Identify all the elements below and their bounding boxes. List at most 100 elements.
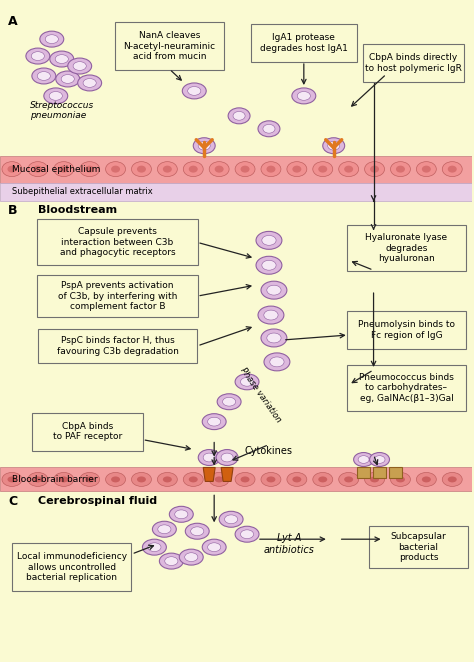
- Ellipse shape: [157, 473, 177, 487]
- Text: Mucosal epithelium: Mucosal epithelium: [12, 165, 100, 173]
- Ellipse shape: [235, 526, 259, 542]
- Text: Local immunodeficiency
allows uncontrolled
bacterial replication: Local immunodeficiency allows uncontroll…: [17, 552, 127, 582]
- Ellipse shape: [261, 162, 281, 177]
- Text: IgA1 protease
degrades host IgA1: IgA1 protease degrades host IgA1: [260, 33, 348, 53]
- Ellipse shape: [2, 473, 22, 487]
- Ellipse shape: [175, 510, 188, 518]
- FancyBboxPatch shape: [346, 311, 466, 349]
- Ellipse shape: [78, 75, 101, 91]
- Polygon shape: [221, 467, 233, 481]
- Ellipse shape: [262, 236, 276, 246]
- Ellipse shape: [28, 162, 48, 177]
- Ellipse shape: [267, 285, 281, 295]
- Ellipse shape: [106, 162, 126, 177]
- Text: PspA prevents activation
of C3b, by interfering with
complement factor B: PspA prevents activation of C3b, by inte…: [58, 281, 177, 311]
- Text: Streptococcus
pneumoniae: Streptococcus pneumoniae: [30, 101, 94, 120]
- FancyBboxPatch shape: [32, 412, 144, 451]
- Ellipse shape: [266, 166, 275, 173]
- Ellipse shape: [45, 34, 58, 44]
- Ellipse shape: [83, 79, 96, 87]
- Ellipse shape: [261, 281, 287, 299]
- Ellipse shape: [185, 523, 209, 539]
- Ellipse shape: [370, 166, 379, 173]
- Bar: [0, 183, 472, 201]
- Ellipse shape: [344, 166, 353, 173]
- Ellipse shape: [193, 138, 215, 154]
- Ellipse shape: [189, 166, 198, 173]
- Ellipse shape: [328, 141, 340, 150]
- FancyBboxPatch shape: [346, 365, 466, 410]
- Ellipse shape: [442, 162, 462, 177]
- Ellipse shape: [233, 111, 245, 120]
- Bar: [0, 467, 472, 491]
- Ellipse shape: [32, 68, 56, 84]
- FancyBboxPatch shape: [12, 544, 131, 591]
- Ellipse shape: [26, 48, 50, 64]
- Ellipse shape: [216, 449, 238, 465]
- Ellipse shape: [188, 87, 201, 95]
- Ellipse shape: [262, 260, 276, 270]
- Text: A: A: [8, 15, 18, 28]
- Ellipse shape: [85, 477, 94, 483]
- Ellipse shape: [50, 51, 74, 67]
- Ellipse shape: [111, 477, 120, 483]
- Text: Blood-brain barrier: Blood-brain barrier: [12, 475, 98, 484]
- Ellipse shape: [370, 453, 390, 467]
- Bar: [389, 467, 402, 479]
- Ellipse shape: [396, 477, 405, 483]
- Ellipse shape: [165, 557, 178, 565]
- Ellipse shape: [313, 473, 333, 487]
- Ellipse shape: [33, 477, 42, 483]
- Ellipse shape: [215, 166, 224, 173]
- Ellipse shape: [163, 477, 172, 483]
- Ellipse shape: [365, 162, 384, 177]
- Text: NanA cleaves
N-acetyl-neuraminic
acid from mucin: NanA cleaves N-acetyl-neuraminic acid fr…: [123, 31, 215, 61]
- Text: B: B: [8, 205, 18, 218]
- Text: CbpA binds directly
to host polymeric IgR: CbpA binds directly to host polymeric Ig…: [365, 54, 462, 73]
- Ellipse shape: [442, 473, 462, 487]
- Text: Capsule prevents
interaction between C3b
and phagocytic receptors: Capsule prevents interaction between C3b…: [60, 228, 175, 258]
- Ellipse shape: [448, 166, 457, 173]
- Ellipse shape: [80, 162, 100, 177]
- Ellipse shape: [163, 166, 172, 173]
- Ellipse shape: [182, 83, 206, 99]
- FancyBboxPatch shape: [37, 275, 198, 317]
- Ellipse shape: [235, 473, 255, 487]
- FancyBboxPatch shape: [251, 24, 356, 62]
- Ellipse shape: [422, 166, 431, 173]
- Text: CbpA binds
to PAF receptor: CbpA binds to PAF receptor: [53, 422, 122, 442]
- Ellipse shape: [354, 453, 374, 467]
- FancyBboxPatch shape: [369, 526, 468, 568]
- Text: Cytokines: Cytokines: [245, 446, 293, 455]
- Ellipse shape: [391, 473, 410, 487]
- Ellipse shape: [448, 477, 457, 483]
- Ellipse shape: [374, 455, 385, 463]
- Ellipse shape: [416, 162, 436, 177]
- FancyBboxPatch shape: [346, 225, 466, 271]
- Ellipse shape: [179, 549, 203, 565]
- Ellipse shape: [54, 162, 74, 177]
- Ellipse shape: [28, 473, 48, 487]
- Ellipse shape: [263, 124, 275, 133]
- Ellipse shape: [241, 477, 249, 483]
- Ellipse shape: [228, 108, 250, 124]
- Ellipse shape: [261, 329, 287, 347]
- Ellipse shape: [235, 162, 255, 177]
- Ellipse shape: [131, 473, 151, 487]
- Ellipse shape: [189, 477, 198, 483]
- Ellipse shape: [198, 141, 210, 150]
- Ellipse shape: [267, 333, 281, 343]
- FancyBboxPatch shape: [363, 44, 464, 82]
- Ellipse shape: [266, 477, 275, 483]
- Ellipse shape: [33, 166, 42, 173]
- Ellipse shape: [217, 394, 241, 410]
- Ellipse shape: [264, 353, 290, 371]
- Ellipse shape: [318, 477, 327, 483]
- Ellipse shape: [416, 473, 436, 487]
- Ellipse shape: [318, 166, 327, 173]
- Text: Hyaluronate lyase
degrades
hyualuronan: Hyaluronate lyase degrades hyualuronan: [365, 234, 447, 263]
- Ellipse shape: [422, 477, 431, 483]
- Ellipse shape: [313, 162, 333, 177]
- Polygon shape: [203, 467, 215, 481]
- Bar: [373, 467, 386, 479]
